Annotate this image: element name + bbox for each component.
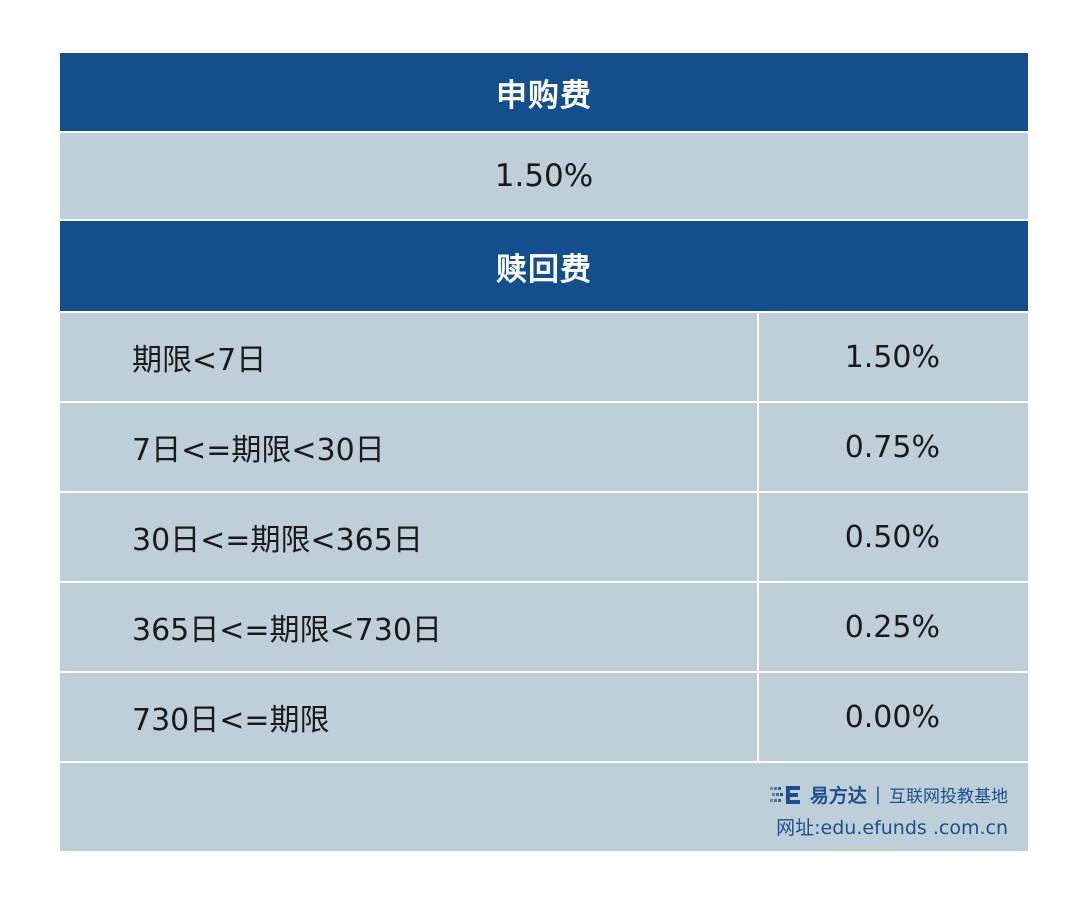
- table-row: 7日<=期限<30日 0.75%: [60, 403, 1028, 491]
- fee-cell: 0.00%: [759, 673, 1028, 761]
- period-cell: 期限<7日: [60, 313, 757, 401]
- fee-cell: 0.50%: [759, 493, 1028, 581]
- fee-table: 申购费 1.50% 赎回费 期限<7日 1.50% 7日<=期限<30日 0.7…: [60, 53, 1028, 851]
- table-row: 期限<7日 1.50%: [60, 313, 1028, 401]
- table-row: 30日<=期限<365日 0.50%: [60, 493, 1028, 581]
- redemption-fee-header: 赎回费: [60, 221, 1028, 311]
- efunds-logo-icon: [769, 785, 806, 805]
- brand-separator: |: [874, 784, 881, 805]
- fee-cell: 0.75%: [759, 403, 1028, 491]
- fee-cell: 1.50%: [759, 313, 1028, 401]
- website-url: 网址:edu.efunds .com.cn: [776, 817, 1008, 839]
- subscription-fee-header: 申购费: [60, 53, 1028, 131]
- table-row: 730日<=期限 0.00%: [60, 673, 1028, 761]
- brand-name: 易方达: [809, 785, 867, 807]
- period-cell: 365日<=期限<730日: [60, 583, 757, 671]
- period-cell: 7日<=期限<30日: [60, 403, 757, 491]
- period-cell: 730日<=期限: [60, 673, 757, 761]
- brand-line: 易方达 | 互联网投教基地: [769, 781, 1008, 808]
- brand-subtitle: 互联网投教基地: [889, 787, 1008, 807]
- table-row: 365日<=期限<730日 0.25%: [60, 583, 1028, 671]
- period-cell: 30日<=期限<365日: [60, 493, 757, 581]
- table-footer: 易方达 | 互联网投教基地 网址:edu.efunds .com.cn: [60, 763, 1028, 851]
- fee-cell: 0.25%: [759, 583, 1028, 671]
- subscription-fee-value: 1.50%: [60, 133, 1028, 219]
